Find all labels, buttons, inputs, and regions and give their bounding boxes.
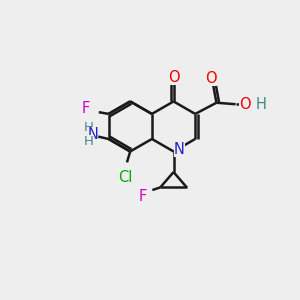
Text: N: N: [174, 142, 185, 158]
Text: N: N: [88, 127, 98, 142]
Text: H: H: [256, 97, 266, 112]
Text: F: F: [82, 101, 90, 116]
Text: O: O: [239, 97, 251, 112]
Text: H: H: [84, 135, 94, 148]
Text: O: O: [206, 71, 217, 86]
Text: O: O: [168, 70, 179, 86]
Text: F: F: [139, 189, 147, 204]
Text: H: H: [84, 121, 94, 134]
Text: Cl: Cl: [118, 170, 132, 185]
